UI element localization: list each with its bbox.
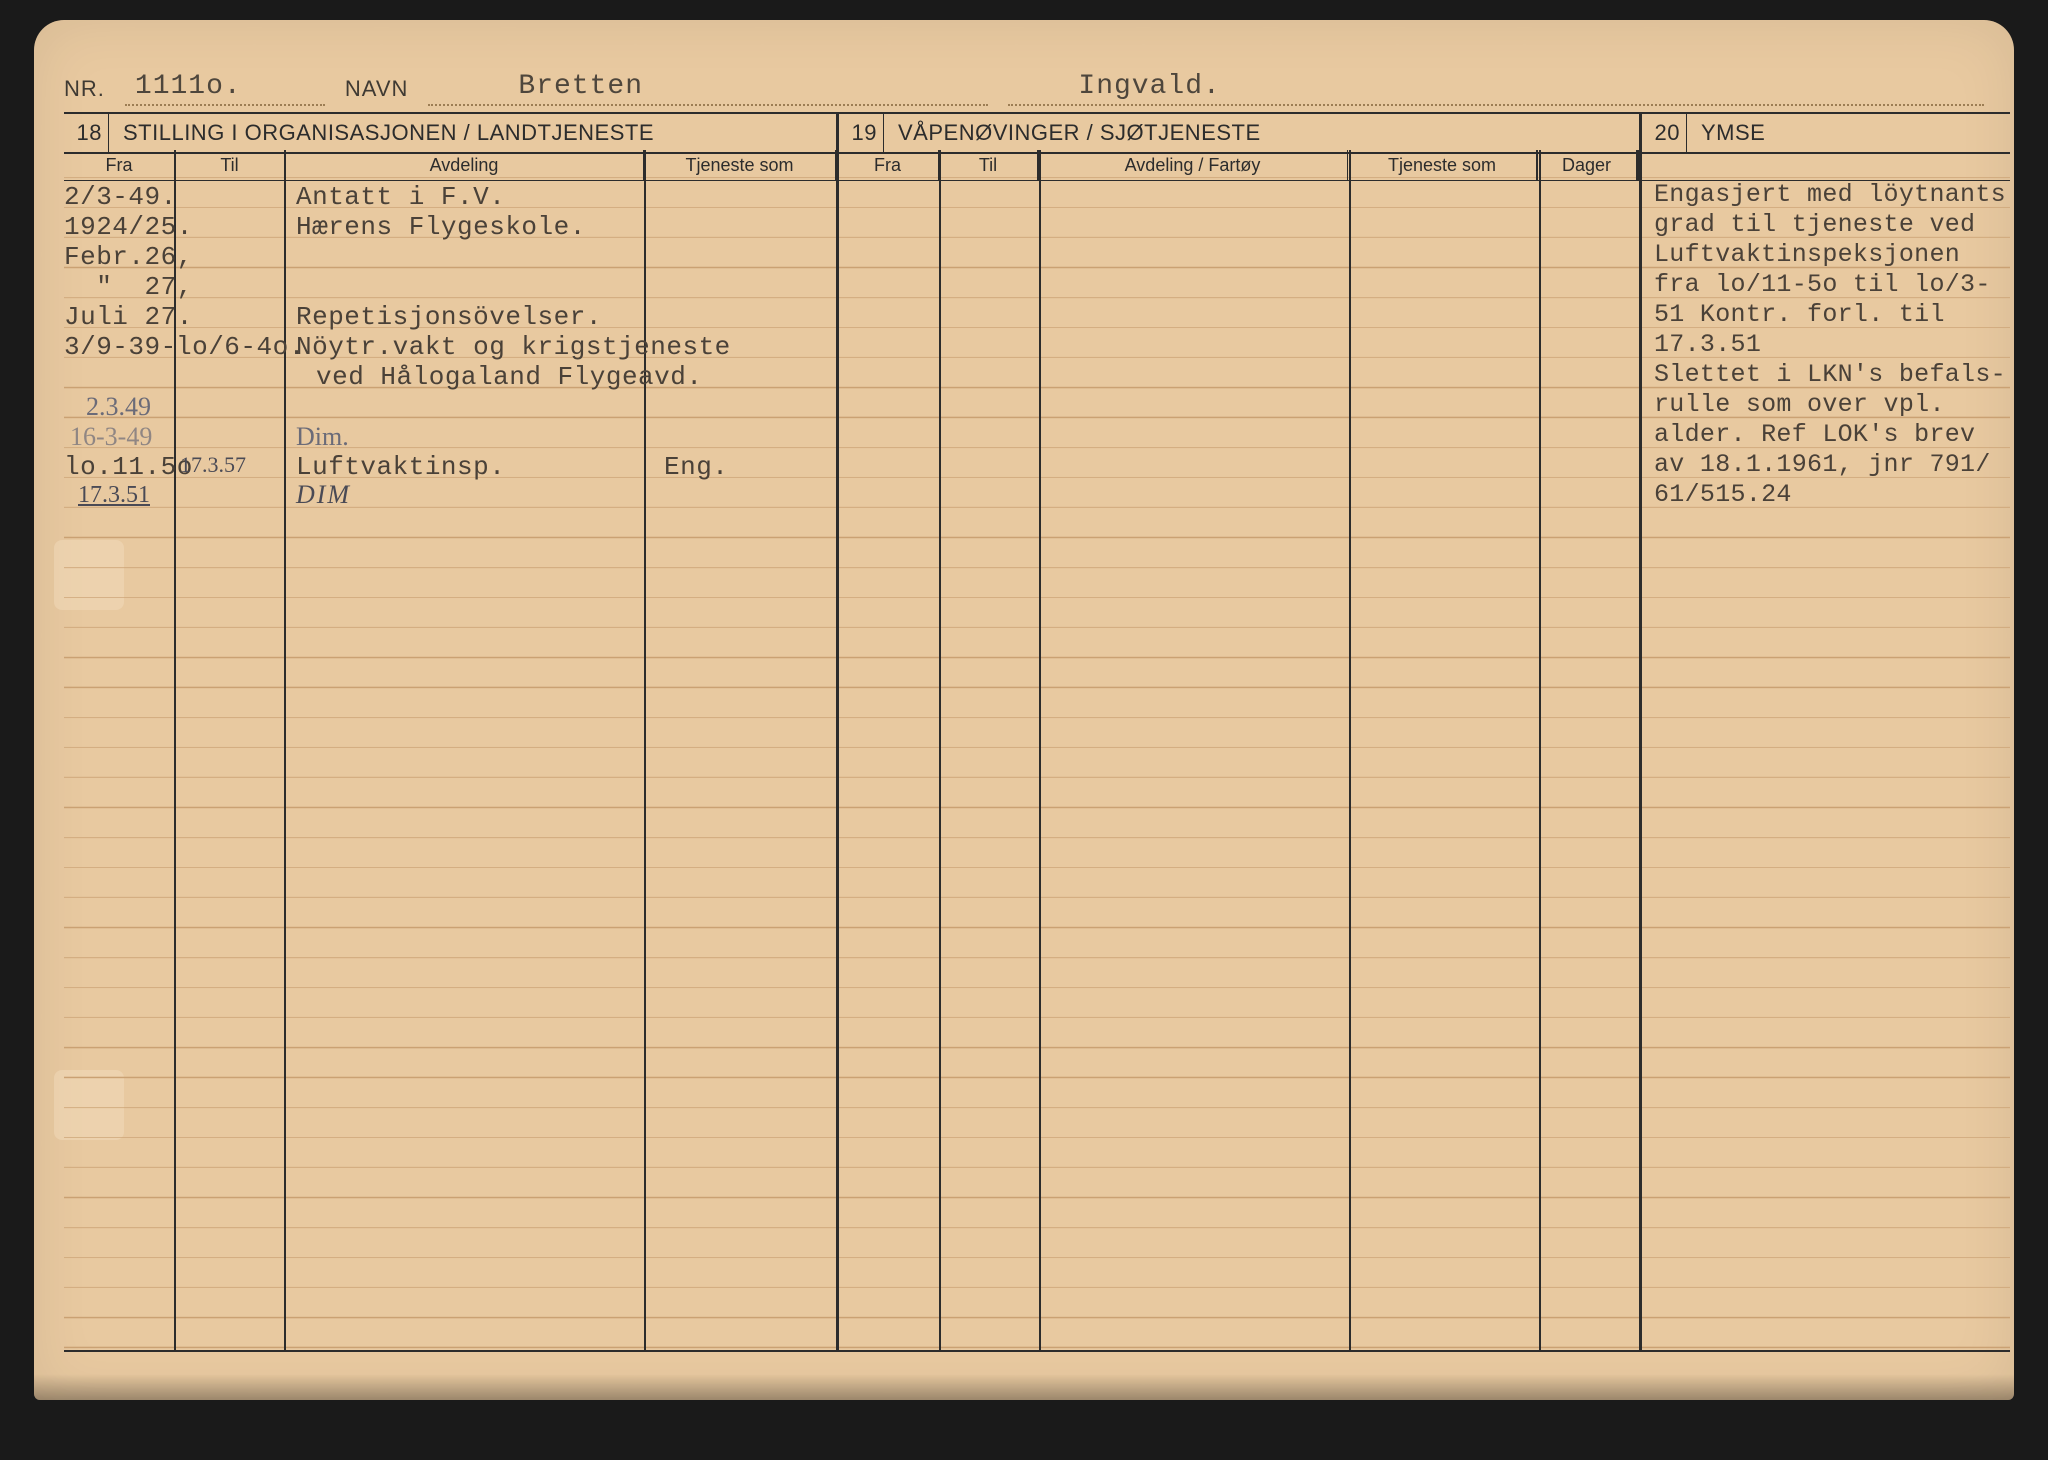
section-18-num: 18 (64, 114, 109, 152)
section-header-bar: 18 STILLING I ORGANISASJONEN / LANDTJENE… (64, 112, 2010, 154)
entry-hand: 17.3.57 (180, 452, 246, 478)
sub-19-avdeling: Avdeling / Fartøy (1039, 150, 1347, 180)
entry-avd: Luftvaktinsp. (296, 452, 505, 482)
entry-fra: Juli 27. (64, 302, 193, 332)
entry-til: lo/6-4o. (176, 332, 305, 362)
section-19-title: VÅPENØVINGER / SJØTJENESTE (884, 120, 1261, 146)
entry-hand: 2.3.49 (86, 392, 151, 422)
field-surname: Bretten (428, 68, 988, 106)
entry-avd: ved Hålogaland Flygeavd. (316, 362, 702, 392)
entry-tj: Eng. (664, 452, 728, 482)
section-19-header: 19 VÅPENØVINGER / SJØTJENESTE (839, 114, 1639, 152)
value-surname: Bretten (508, 71, 653, 104)
record-card: NR. 1111o. NAVN Bretten Ingvald. 18 STIL… (34, 20, 2014, 1400)
ymse-para1: Engasjert med löytnants grad til tjenest… (1654, 180, 2010, 360)
entry-avd: Hærens Flygeskole. (296, 212, 586, 242)
section-20-header: 20 YMSE (1642, 114, 2010, 152)
section-18-header: 18 STILLING I ORGANISASJONEN / LANDTJENE… (64, 114, 836, 152)
body-region: Fra Til Avdeling Tjeneste som Fra Til Av… (64, 150, 2010, 1352)
entry-avd: Repetisjonsövelser. (296, 302, 602, 332)
entry-fra: Febr.26, (64, 242, 193, 272)
entry-hand: DIM (296, 480, 351, 510)
bottom-shadow (34, 1374, 2014, 1400)
field-nr: 1111o. (125, 68, 325, 106)
field-given: Ingvald. (1008, 68, 1984, 106)
entry-fra: 1924/25. (64, 212, 193, 242)
sub-19-tjeneste: Tjeneste som (1348, 150, 1536, 180)
value-given: Ingvald. (1068, 71, 1230, 104)
entry-hand: 17.3.51 (78, 482, 150, 509)
entry-avd: Nöytr.vakt og krigstjeneste (296, 332, 731, 362)
entry-hand: Dim. (296, 422, 349, 452)
sub-18-fra: Fra (64, 150, 174, 180)
value-nr: 1111o. (125, 71, 252, 104)
label-navn: NAVN (345, 76, 409, 106)
sub-18-tjeneste: Tjeneste som (645, 150, 835, 180)
section-18-title: STILLING I ORGANISASJONEN / LANDTJENESTE (109, 120, 654, 146)
subheader-row: Fra Til Avdeling Tjeneste som Fra Til Av… (64, 150, 2010, 181)
sub-19-fra: Fra (838, 150, 938, 180)
entry-fra: " 27, (64, 272, 193, 302)
sub-19-dager: Dager (1538, 150, 1636, 180)
sub-18-til: Til (176, 150, 284, 180)
sub-20-blank (1639, 150, 2011, 180)
sub-18-avdeling: Avdeling (285, 150, 643, 180)
entry-fra: 3/9-39- (64, 332, 177, 362)
entry-fra: lo.11.5o (64, 452, 193, 482)
ymse-para2: Slettet i LKN's befals- rulle som over v… (1654, 360, 2010, 510)
entry-hand: 16-3-49 (70, 422, 152, 452)
label-nr: NR. (64, 76, 105, 106)
entry-fra: 2/3-49. (64, 182, 177, 212)
header-fields: NR. 1111o. NAVN Bretten Ingvald. (64, 56, 1984, 106)
entry-avd: Antatt i F.V. (296, 182, 505, 212)
section-20-title: YMSE (1687, 120, 1765, 146)
section-20-num: 20 (1642, 114, 1687, 152)
section-19-num: 19 (839, 114, 884, 152)
sub-19-til: Til (939, 150, 1037, 180)
entries-area: 2/3-49. Antatt i F.V. 1924/25. Hærens Fl… (64, 180, 2010, 1350)
